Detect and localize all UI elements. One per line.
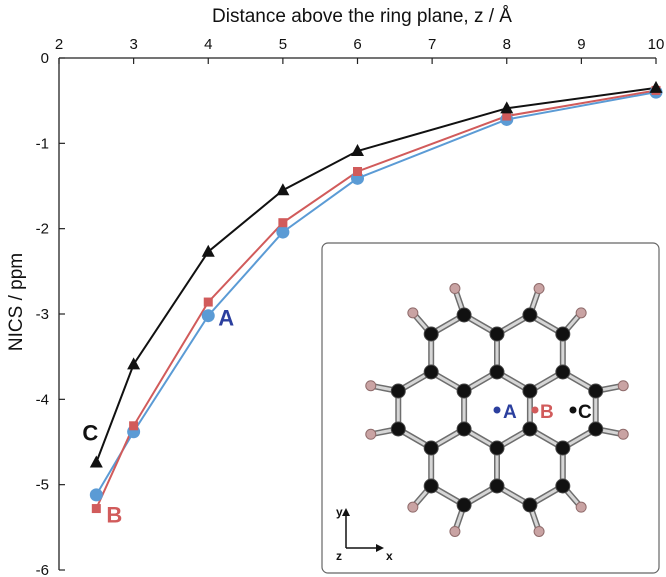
hydrogen-atom (533, 525, 545, 537)
point-b (129, 421, 139, 431)
point-a (201, 309, 215, 323)
site-b-dot (531, 406, 539, 414)
point-c (351, 144, 364, 157)
point-b (353, 166, 362, 176)
point-c (89, 455, 103, 468)
point-b (502, 111, 512, 121)
carbon-atom (555, 478, 571, 494)
inset-frame (321, 242, 660, 574)
point-b (278, 218, 288, 228)
inset-molecule: A B C y x z (321, 242, 660, 574)
carbon-atom (588, 421, 604, 437)
point-c (276, 183, 290, 196)
series-tag-a: A (218, 306, 234, 331)
hydrogen-atom (617, 380, 629, 392)
site-a-label: A (503, 402, 517, 423)
molecule-atoms (365, 283, 629, 537)
y-tick-label: -5 (36, 477, 49, 494)
carbon-atom (456, 497, 472, 513)
inset-site-labels: A B C (493, 402, 592, 423)
axis-y-letter: y (336, 505, 343, 519)
axis-x-letter: x (386, 549, 393, 563)
y-tick-label: -6 (36, 562, 49, 577)
y-tick-label: -4 (36, 391, 49, 408)
point-b (91, 504, 101, 514)
carbon-atom (456, 421, 472, 437)
series-tag-b: B (106, 503, 122, 528)
hydrogen-atom (407, 307, 419, 319)
point-b (203, 297, 213, 307)
hydrogen-atom (533, 283, 545, 295)
carbon-atom (555, 440, 571, 456)
carbon-atom (456, 307, 472, 323)
series-tag-c: C (82, 420, 98, 445)
site-a-dot (493, 406, 501, 414)
x-tick-label: 2 (55, 36, 63, 53)
carbon-atom (522, 383, 538, 399)
x-tick-label: 5 (279, 36, 287, 53)
carbon-atom (489, 440, 505, 456)
carbon-atom (390, 383, 406, 399)
carbon-atom (489, 478, 505, 494)
y-tick-label: 0 (41, 50, 49, 67)
point-c (201, 244, 215, 257)
hydrogen-atom (449, 283, 461, 295)
hydrogen-atom (575, 307, 587, 319)
x-tick-label: 8 (503, 36, 511, 53)
x-axis-title: Distance above the ring plane, z / Å (212, 6, 512, 27)
site-c-dot (569, 406, 577, 414)
carbon-atom (489, 326, 505, 342)
point-c (500, 101, 514, 114)
carbon-atom (522, 497, 538, 513)
y-tick-label: -2 (36, 221, 49, 238)
site-b-label: B (540, 402, 554, 423)
site-c-label: C (578, 402, 592, 423)
carbon-atom (489, 364, 505, 380)
y-tick-label: -3 (36, 306, 49, 323)
point-a (276, 225, 290, 239)
axis-z-letter: z (336, 549, 342, 563)
carbon-atom (423, 440, 439, 456)
hydrogen-atom (449, 525, 461, 537)
carbon-atom (423, 478, 439, 494)
y-tick-label: -1 (36, 135, 49, 152)
hydrogen-atom (617, 428, 629, 440)
carbon-atom (456, 383, 472, 399)
hydrogen-atom (575, 501, 587, 513)
hydrogen-atom (407, 501, 419, 513)
carbon-atom (555, 364, 571, 380)
x-tick-label: 7 (428, 36, 436, 53)
carbon-atom (423, 364, 439, 380)
point-c (127, 357, 141, 370)
carbon-atom (390, 421, 406, 437)
carbon-atom (555, 326, 571, 342)
x-tick-label: 4 (204, 36, 212, 53)
coordinate-axes: y x z (336, 505, 393, 563)
y-axis-title: NICS / ppm (6, 253, 27, 351)
carbon-atom (522, 307, 538, 323)
carbon-atom (588, 383, 604, 399)
point-a (89, 488, 103, 502)
hydrogen-atom (365, 380, 377, 392)
x-tick-label: 3 (129, 36, 137, 53)
x-tick-label: 6 (353, 36, 361, 53)
hydrogen-atom (365, 428, 377, 440)
carbon-atom (522, 421, 538, 437)
x-tick-label: 10 (648, 36, 665, 53)
carbon-atom (423, 326, 439, 342)
point-c (649, 80, 663, 93)
x-tick-label: 9 (577, 36, 585, 53)
